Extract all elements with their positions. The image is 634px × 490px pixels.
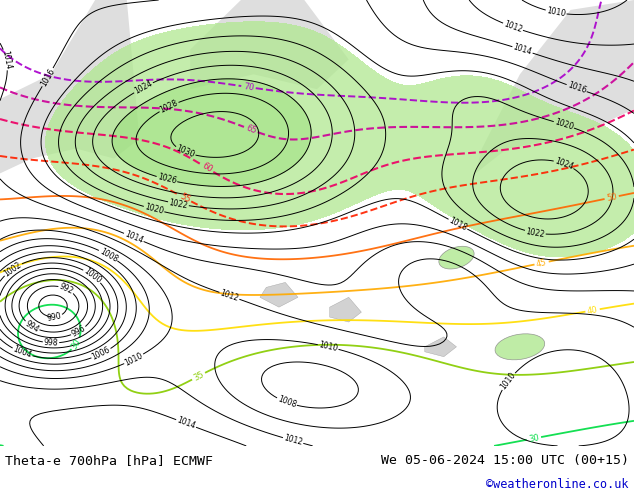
Text: 1030: 1030 [174,144,196,160]
Text: 35: 35 [191,369,205,383]
Text: 1006: 1006 [91,345,112,362]
Text: 1010: 1010 [318,341,339,353]
Text: 1024: 1024 [133,79,154,96]
Text: 1012: 1012 [219,289,240,303]
Text: 1024: 1024 [553,156,574,172]
Text: 1028: 1028 [158,98,179,115]
Text: 1012: 1012 [502,20,524,34]
Text: 998: 998 [44,338,58,347]
Text: 30: 30 [70,337,83,351]
Text: 1016: 1016 [39,67,56,88]
Text: 996: 996 [70,324,87,339]
Text: 1022: 1022 [168,198,189,210]
Text: 30: 30 [528,433,540,444]
Ellipse shape [439,246,474,269]
Text: 1014: 1014 [123,229,145,245]
Text: 1020: 1020 [553,118,574,132]
Text: 1010: 1010 [123,351,145,368]
Text: 1012: 1012 [283,434,304,447]
Text: 55: 55 [178,192,191,204]
Text: 1002: 1002 [3,260,23,278]
Text: 70: 70 [243,82,254,92]
Text: 1000: 1000 [82,267,103,285]
Text: 1010: 1010 [499,371,517,392]
Text: 1010: 1010 [546,6,566,19]
Text: 1014: 1014 [0,49,13,70]
Text: 60: 60 [200,162,214,175]
Text: 1014: 1014 [176,416,197,431]
Text: 1004: 1004 [11,345,33,360]
Polygon shape [425,337,456,357]
Polygon shape [260,282,298,307]
Text: 40: 40 [586,305,598,316]
Text: 992: 992 [58,282,75,296]
Text: 1018: 1018 [448,216,469,233]
Text: ©weatheronline.co.uk: ©weatheronline.co.uk [486,478,629,490]
Polygon shape [330,297,361,322]
Polygon shape [0,0,139,173]
Text: 1022: 1022 [525,227,545,239]
Text: 1008: 1008 [276,394,297,410]
Text: 1014: 1014 [512,43,533,57]
Text: 45: 45 [536,258,548,269]
Text: 990: 990 [46,311,62,322]
Text: 50: 50 [605,192,618,203]
Text: 1020: 1020 [143,202,164,216]
Polygon shape [190,0,349,89]
Text: 1008: 1008 [98,246,119,264]
Text: 994: 994 [23,318,41,334]
Text: 65: 65 [244,123,257,136]
Text: 1016: 1016 [566,81,587,96]
Text: We 05-06-2024 15:00 UTC (00+15): We 05-06-2024 15:00 UTC (00+15) [381,454,629,467]
Ellipse shape [495,334,545,360]
Polygon shape [476,0,634,173]
Text: 1026: 1026 [157,172,178,186]
Text: Theta-e 700hPa [hPa] ECMWF: Theta-e 700hPa [hPa] ECMWF [5,454,213,467]
